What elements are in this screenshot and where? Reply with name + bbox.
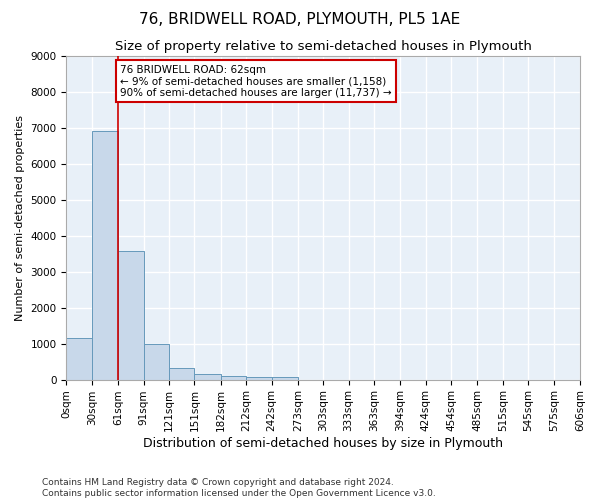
Bar (92, 131, 118, 380)
Bar (143, 344, 169, 380)
Text: Contains HM Land Registry data © Crown copyright and database right 2024.
Contai: Contains HM Land Registry data © Crown c… (42, 478, 436, 498)
Bar (118, 250, 143, 380)
Y-axis label: Number of semi-detached properties: Number of semi-detached properties (15, 114, 25, 320)
Bar (246, 376, 272, 380)
Bar (67, 338, 92, 380)
Bar (194, 374, 221, 380)
Text: 76 BRIDWELL ROAD: 62sqm
← 9% of semi-detached houses are smaller (1,158)
90% of : 76 BRIDWELL ROAD: 62sqm ← 9% of semi-det… (120, 64, 391, 98)
X-axis label: Distribution of semi-detached houses by size in Plymouth: Distribution of semi-detached houses by … (143, 437, 503, 450)
Bar (221, 376, 246, 380)
Bar (169, 368, 194, 380)
Bar (272, 376, 298, 380)
Text: 76, BRIDWELL ROAD, PLYMOUTH, PL5 1AE: 76, BRIDWELL ROAD, PLYMOUTH, PL5 1AE (139, 12, 461, 28)
Title: Size of property relative to semi-detached houses in Plymouth: Size of property relative to semi-detach… (115, 40, 532, 53)
